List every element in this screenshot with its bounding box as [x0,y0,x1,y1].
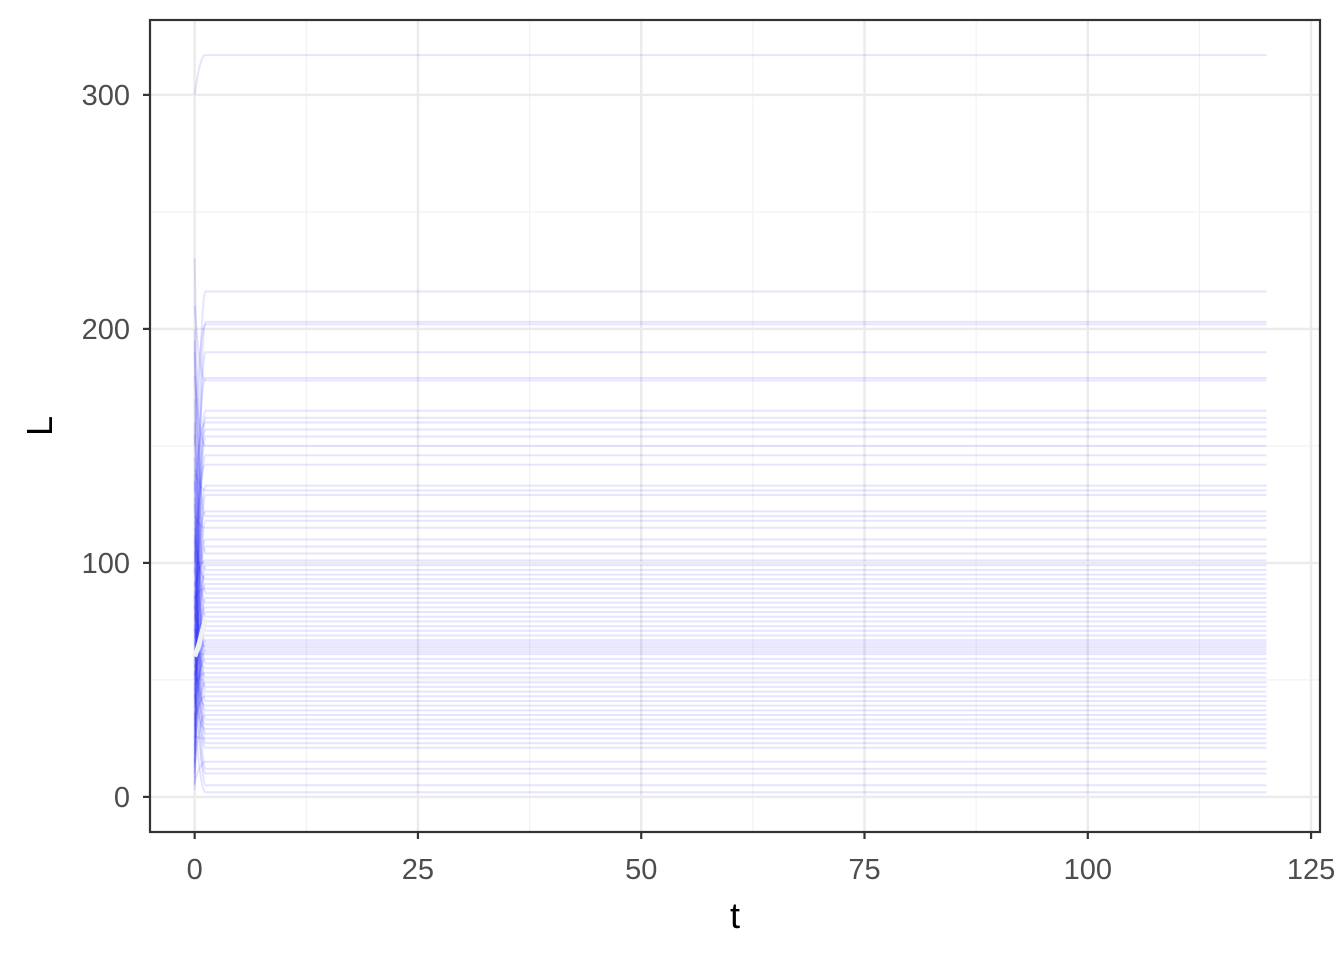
series-line [193,399,1267,618]
series-line [193,494,1267,779]
x-tick-label: 25 [402,854,434,886]
series-line [193,504,1267,604]
series-line [193,515,1267,529]
series-line [193,422,1267,571]
series-line [193,760,1267,784]
series-line [193,695,1267,720]
series-line [193,663,1267,707]
mean-line [192,618,208,658]
series-line [193,670,1267,775]
series-line [193,693,1267,731]
series-line [193,54,1267,96]
y-tick-label: 100 [82,548,130,580]
series-line [193,567,1267,735]
series-line [193,539,1267,581]
series-line [193,434,1267,665]
series-line [193,463,1267,563]
series-line [193,671,1267,686]
series-line [193,545,1267,692]
y-axis: 0 100 200 300 [82,80,150,814]
series-lines [193,54,1267,794]
series-line [193,480,1267,653]
grid-minor [150,20,1320,832]
x-tick-label: 125 [1287,854,1335,886]
series-line [193,519,1267,751]
series-line [193,323,1267,446]
series-line [193,469,1267,492]
series-line [193,416,1267,786]
series-line [193,559,1267,587]
series-line [193,582,1267,727]
series-line [193,473,1267,745]
series-line [193,258,1267,555]
series-line [193,628,1267,670]
series-line [193,421,1267,493]
series-line [193,305,1267,382]
series-line [193,606,1267,662]
series-line [193,328,1267,595]
series-line [193,595,1267,787]
x-tick-label: 100 [1064,854,1112,886]
grid-major [150,20,1320,832]
series-line [193,340,1267,693]
series-line [193,623,1267,749]
series-line [193,351,1267,704]
series-line [193,454,1267,669]
series-line [193,639,1267,732]
series-line [193,551,1267,679]
series-line [193,604,1267,712]
series-line [193,642,1267,726]
series-line [193,587,1267,599]
series-line [193,409,1267,657]
x-axis-title: t [730,895,740,936]
x-tick-label: 75 [848,854,880,886]
y-axis-title: L [19,416,60,436]
series-line [193,320,1267,769]
series-line [193,712,1267,794]
series-line [193,657,1267,709]
series-line [194,735,1267,740]
series-line [193,377,1267,575]
series-line [193,510,1267,622]
series-line [193,527,1267,644]
series-line [193,497,1267,721]
y-tick-label: 300 [82,80,130,112]
series-line [193,590,1267,688]
x-axis: 0 25 50 75 100 125 [187,832,1335,886]
x-tick-label: 0 [187,854,203,886]
series-line [193,375,1267,447]
series-line [193,648,1267,755]
panel-border [148,18,1322,834]
y-tick-label: 0 [114,782,130,814]
series-line [193,681,1267,746]
series-line [193,352,1267,518]
mean-line-path [192,618,208,658]
series-line [193,564,1267,762]
series-line [193,520,1267,702]
series-line [193,643,1267,676]
x-tick-label: 50 [625,854,657,886]
series-line [193,534,1267,770]
y-tick-label: 200 [82,314,130,346]
series-line [193,714,1267,765]
series-line [193,428,1267,634]
series-line [193,484,1267,716]
series-line [193,290,1267,610]
series-line [193,538,1267,645]
series-line [193,435,1267,739]
